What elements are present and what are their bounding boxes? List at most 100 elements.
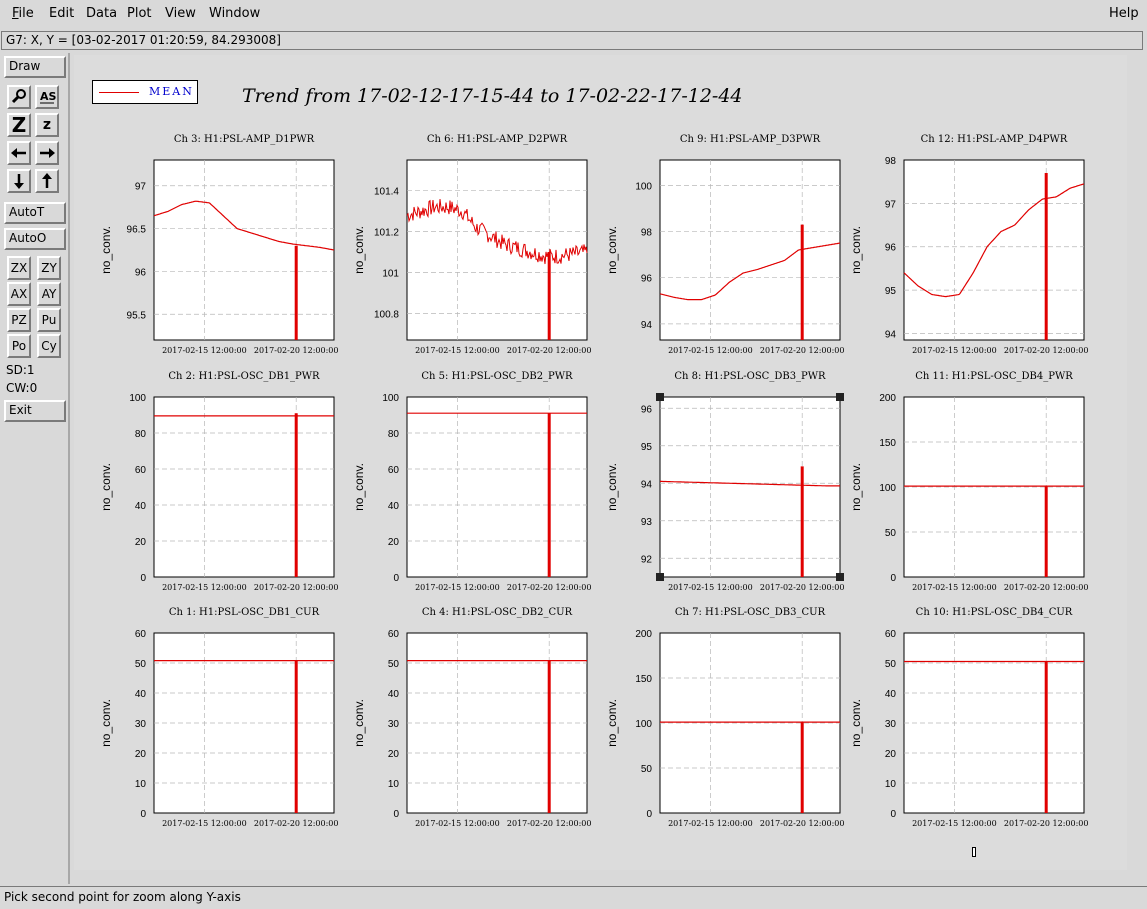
x-tick-label: 2017-02-15 12:00:00 xyxy=(162,819,247,828)
chart-panel[interactable]: Ch 2: H1:PSL-OSC_DB1_PWR 0 20 40 60 80 100 2017… xyxy=(74,367,339,597)
chart-title: Ch 6: H1:PSL-AMP_D2PWR xyxy=(427,134,568,145)
y-tick-label: 50 xyxy=(135,659,147,670)
chart-svg: Ch 9: H1:PSL-AMP_D3PWR 94 96 98 100 2017-02-1… xyxy=(605,134,845,355)
plot-box xyxy=(406,396,588,578)
chart-panel[interactable]: Ch 3: H1:PSL-AMP_D1PWR 95.5 96 96.5 97 2017-0… xyxy=(74,130,339,360)
chart-title: Ch 1: H1:PSL-OSC_DB1_CUR xyxy=(169,607,320,618)
x-tick-label: 2017-02-20 12:00:00 xyxy=(254,583,339,592)
chart-panel[interactable]: Ch 6: H1:PSL-AMP_D2PWR 100.8 101 101.2 101.4… xyxy=(327,130,592,360)
menu-view[interactable]: View xyxy=(165,6,196,21)
y-tick-label: 100 xyxy=(879,483,896,494)
auto-o-button[interactable]: AutoO xyxy=(4,228,66,250)
selection-handle[interactable] xyxy=(656,573,664,581)
chart-panel[interactable]: Ch 11: H1:PSL-OSC_DB4_PWR 0 50 100 150 200 201… xyxy=(824,367,1089,597)
ay-button[interactable]: AY xyxy=(37,282,61,306)
arrow-left-button[interactable] xyxy=(7,141,31,165)
series-line xyxy=(406,199,588,265)
y-tick-label: 50 xyxy=(388,659,400,670)
arrow-down-button[interactable] xyxy=(7,169,31,193)
text-as-button[interactable]: AS xyxy=(35,85,59,109)
plot-area[interactable]: MEAN Trend from 17-02-12-17-15-44 to 17-… xyxy=(74,55,1127,870)
y-tick-label: 96 xyxy=(641,404,653,415)
x-tick-label: 2017-02-20 12:00:00 xyxy=(1004,819,1089,828)
chart-panel[interactable]: Ch 9: H1:PSL-AMP_D3PWR 94 96 98 100 2017-02-1… xyxy=(580,130,845,360)
menu-edit[interactable]: Edit xyxy=(49,6,75,21)
y-tick-label: 94 xyxy=(885,329,897,340)
x-tick-label: 2017-02-20 12:00:00 xyxy=(1004,583,1089,592)
text-as-glyph: AS xyxy=(40,90,56,103)
y-tick-label: 200 xyxy=(879,393,896,404)
plot-box xyxy=(659,396,841,578)
menu-help[interactable]: Help xyxy=(1109,6,1139,21)
zx-button[interactable]: ZX xyxy=(7,256,31,280)
plot-box xyxy=(659,159,841,341)
pz-button[interactable]: PZ xyxy=(7,308,31,332)
x-tick-label: 2017-02-15 12:00:00 xyxy=(912,346,997,355)
chart-title: Ch 7: H1:PSL-OSC_DB3_CUR xyxy=(675,607,826,618)
y-tick-label: 30 xyxy=(388,719,400,730)
chart-panel[interactable]: Ch 12: H1:PSL-AMP_D4PWR 94 95 96 97 98 2017-02… xyxy=(824,130,1089,360)
zoom-out-z-button[interactable]: z xyxy=(35,113,59,137)
menu-plot[interactable]: Plot xyxy=(127,6,152,21)
arrow-up-button[interactable] xyxy=(35,169,59,193)
y-tick-label: 101.2 xyxy=(374,228,399,239)
chart-panel[interactable]: Ch 5: H1:PSL-OSC_DB2_PWR 0 20 40 60 80 100 2017… xyxy=(327,367,592,597)
y-tick-label: 94 xyxy=(641,320,653,331)
pu-button[interactable]: Pu xyxy=(37,308,61,332)
chart-svg: Ch 11: H1:PSL-OSC_DB4_PWR 0 50 100 150 200 201… xyxy=(849,371,1089,592)
y-tick-label: 20 xyxy=(885,749,897,760)
y-tick-label: 60 xyxy=(135,465,147,476)
menu-file[interactable]: File xyxy=(12,6,34,21)
y-tick-label: 80 xyxy=(135,429,147,440)
x-tick-label: 2017-02-20 12:00:00 xyxy=(760,583,845,592)
y-tick-label: 40 xyxy=(388,689,400,700)
y-tick-label: 200 xyxy=(635,629,652,640)
y-tick-label: 100 xyxy=(382,393,399,404)
cw-label: CW:0 xyxy=(6,381,38,395)
po-button[interactable]: Po xyxy=(7,334,31,358)
chart-panel[interactable]: Ch 7: H1:PSL-OSC_DB3_CUR 0 50 100 150 200 2017… xyxy=(580,603,845,833)
legend: MEAN xyxy=(92,80,198,104)
y-axis-label: no_conv. xyxy=(352,463,366,511)
chart-svg: Ch 6: H1:PSL-AMP_D2PWR 100.8 101 101.2 101.4… xyxy=(352,134,592,355)
chart-title: Ch 11: H1:PSL-OSC_DB4_PWR xyxy=(915,371,1073,382)
menu-window[interactable]: Window xyxy=(209,6,261,21)
chart-title: Ch 12: H1:PSL-AMP_D4PWR xyxy=(921,134,1068,145)
cy-button[interactable]: Cy xyxy=(37,334,61,358)
chart-svg: Ch 2: H1:PSL-OSC_DB1_PWR 0 20 40 60 80 100 2017… xyxy=(99,371,339,592)
y-tick-label: 150 xyxy=(635,674,652,685)
y-tick-label: 40 xyxy=(885,689,897,700)
ax-button[interactable]: AX xyxy=(7,282,31,306)
legend-label: MEAN xyxy=(149,85,194,98)
y-tick-label: 10 xyxy=(388,779,400,790)
chart-panel[interactable]: Ch 10: H1:PSL-OSC_DB4_CUR 0 10 20 30 40 50 60 20… xyxy=(824,603,1089,833)
chart-panel[interactable]: Ch 4: H1:PSL-OSC_DB2_CUR 0 10 20 30 40 50 60 201… xyxy=(327,603,592,833)
selection-handle[interactable] xyxy=(656,393,664,401)
magnify-button[interactable] xyxy=(7,85,31,109)
chart-title: Ch 2: H1:PSL-OSC_DB1_PWR xyxy=(168,371,320,382)
zoom-in-z-button[interactable]: Z xyxy=(7,113,31,137)
y-tick-label: 92 xyxy=(641,554,653,565)
selection-handle[interactable] xyxy=(836,393,844,401)
chart-panel[interactable]: Ch 8: H1:PSL-OSC_DB3_PWR 92 93 94 95 96 2017-0… xyxy=(580,367,845,597)
draw-button[interactable]: Draw xyxy=(4,56,66,78)
x-tick-label: 2017-02-20 12:00:00 xyxy=(507,346,592,355)
chart-panel[interactable]: Ch 1: H1:PSL-OSC_DB1_CUR 0 10 20 30 40 50 60 201… xyxy=(74,603,339,833)
chart-svg: Ch 7: H1:PSL-OSC_DB3_CUR 0 50 100 150 200 2017… xyxy=(605,607,845,828)
x-tick-label: 2017-02-15 12:00:00 xyxy=(668,346,753,355)
menu-data[interactable]: Data xyxy=(86,6,118,21)
y-axis-label: no_conv. xyxy=(849,699,863,747)
magnify-icon xyxy=(11,89,26,104)
arrow-down-icon xyxy=(14,174,24,189)
y-tick-label: 50 xyxy=(885,528,897,539)
plot-box xyxy=(406,159,588,341)
auto-t-button[interactable]: AutoT xyxy=(4,202,66,224)
x-tick-label: 2017-02-15 12:00:00 xyxy=(162,346,247,355)
selection-handle[interactable] xyxy=(836,573,844,581)
y-tick-label: 10 xyxy=(135,779,147,790)
exit-button[interactable]: Exit xyxy=(4,400,66,422)
y-tick-label: 101 xyxy=(382,269,399,280)
bottom-status: Pick second point for zoom along Y-axis xyxy=(0,886,1147,909)
zy-button[interactable]: ZY xyxy=(37,256,61,280)
arrow-right-button[interactable] xyxy=(35,141,59,165)
